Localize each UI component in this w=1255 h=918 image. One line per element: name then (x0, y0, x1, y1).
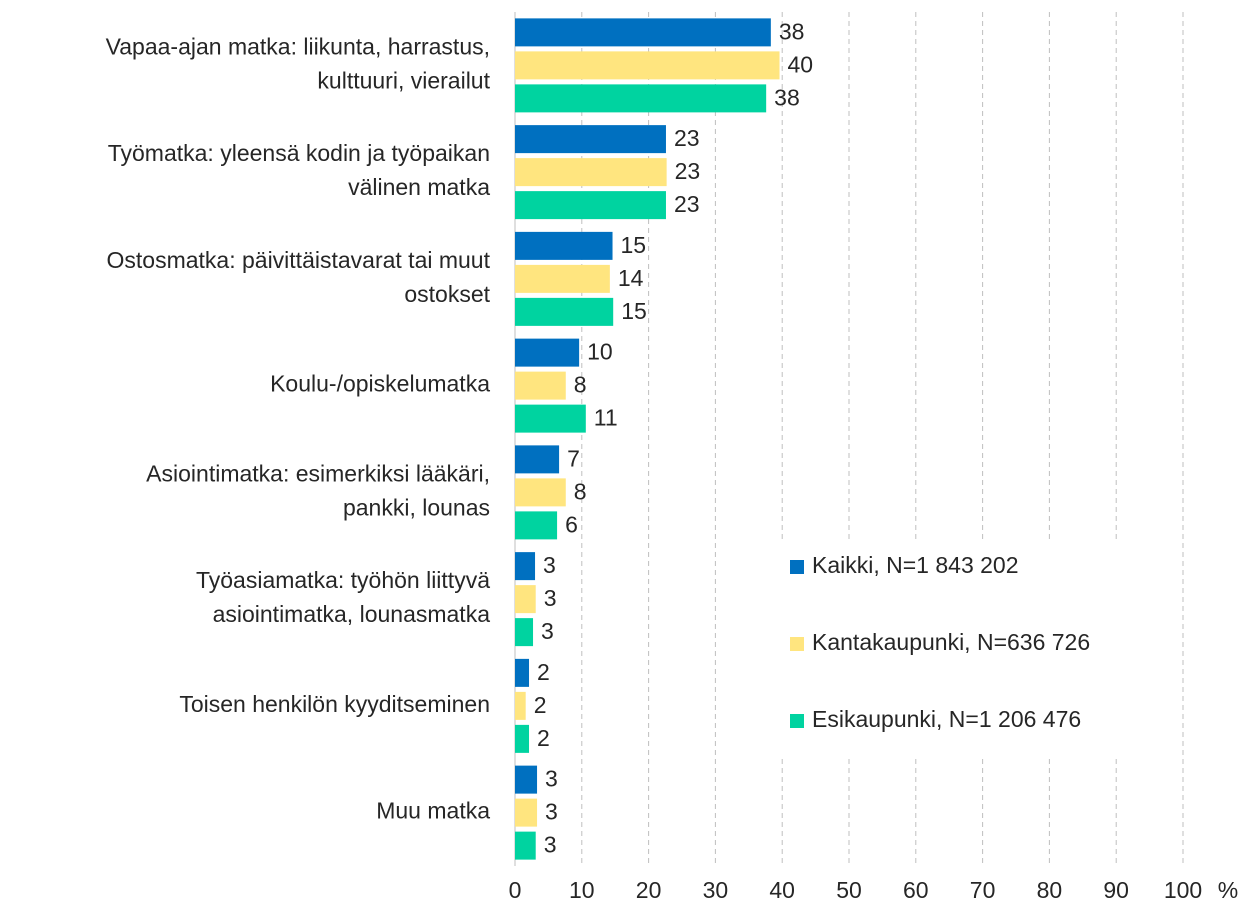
x-tick-label: 80 (1037, 877, 1063, 903)
y-tick-label: Muu matka (376, 798, 490, 824)
x-tick-label: 100 (1164, 877, 1202, 903)
data-label: 3 (544, 832, 557, 858)
y-tick-label: Ostosmatka: päivittäistavarat tai muut (107, 247, 491, 273)
legend-swatch (790, 714, 804, 728)
y-tick-label: Toisen henkilön kyyditseminen (179, 691, 490, 717)
data-label: 10 (587, 339, 613, 365)
bar (515, 125, 666, 154)
legend-swatch (790, 560, 804, 574)
legend-label: Esikaupunki, N=1 206 476 (812, 706, 1081, 732)
bar (515, 51, 780, 80)
y-tick-label: Asiointimatka: esimerkiksi lääkäri, (146, 460, 490, 486)
x-tick-label: 20 (636, 877, 662, 903)
data-label: 2 (537, 725, 550, 751)
bar (515, 84, 767, 113)
legend-label: Kantakaupunki, N=636 726 (812, 629, 1090, 655)
x-unit: % (1218, 877, 1238, 903)
data-label: 3 (545, 799, 558, 825)
y-tick-label: ostokset (404, 281, 490, 307)
data-label: 8 (574, 478, 587, 504)
x-tick-label: 0 (509, 877, 522, 903)
bar (515, 297, 614, 326)
bar (515, 831, 536, 860)
data-label: 6 (565, 511, 578, 537)
bar (515, 765, 538, 794)
bar (515, 798, 538, 827)
bar (515, 691, 526, 720)
x-tick-label: 60 (903, 877, 929, 903)
data-label: 8 (574, 372, 587, 398)
data-label: 3 (543, 552, 556, 578)
y-tick-label: kulttuuri, vierailut (317, 67, 490, 93)
data-label: 40 (788, 51, 814, 77)
x-tick-label: 70 (970, 877, 996, 903)
y-tick-label: pankki, lounas (343, 494, 490, 520)
data-label: 7 (567, 445, 580, 471)
bar (515, 478, 566, 507)
legend-label: Kaikki, N=1 843 202 (812, 552, 1019, 578)
bar (515, 618, 534, 647)
data-label: 38 (774, 84, 800, 110)
data-label: 15 (621, 298, 647, 324)
bar (515, 231, 613, 260)
bar (515, 658, 530, 687)
bar (515, 338, 580, 367)
bar (515, 445, 560, 474)
data-label: 3 (545, 766, 558, 792)
bar (515, 264, 610, 293)
x-tick-label: 40 (769, 877, 795, 903)
y-tick-label: Työmatka: yleensä kodin ja työpaikan (108, 140, 490, 166)
data-label: 11 (594, 405, 618, 431)
bar (515, 371, 566, 400)
y-tick-label: asiointimatka, lounasmatka (213, 601, 491, 627)
data-label: 23 (675, 158, 701, 184)
bar (515, 191, 666, 220)
data-label: 3 (544, 585, 557, 611)
data-label: 14 (618, 265, 644, 291)
bar (515, 511, 558, 540)
data-label: 15 (621, 232, 647, 258)
bar (515, 585, 536, 614)
bar (515, 724, 530, 753)
data-label: 2 (534, 692, 547, 718)
data-label: 3 (541, 618, 554, 644)
data-label: 23 (674, 191, 700, 217)
data-label: 2 (537, 659, 550, 685)
bar (515, 18, 771, 47)
y-tick-label: Vapaa-ajan matka: liikunta, harrastus, (106, 33, 490, 59)
bar (515, 404, 586, 433)
x-tick-label: 10 (569, 877, 595, 903)
legend-background (780, 540, 1160, 755)
y-tick-label: Koulu-/opiskelumatka (270, 371, 490, 397)
y-tick-label: Työasiamatka: työhön liittyvä (196, 567, 490, 593)
bar (515, 552, 536, 581)
data-label: 38 (779, 18, 805, 44)
x-tick-label: 30 (703, 877, 729, 903)
bar (515, 158, 667, 187)
data-label: 23 (674, 125, 700, 151)
x-tick-label: 90 (1103, 877, 1129, 903)
y-tick-label: välinen matka (348, 174, 490, 200)
legend-swatch (790, 637, 804, 651)
x-tick-label: 50 (836, 877, 862, 903)
